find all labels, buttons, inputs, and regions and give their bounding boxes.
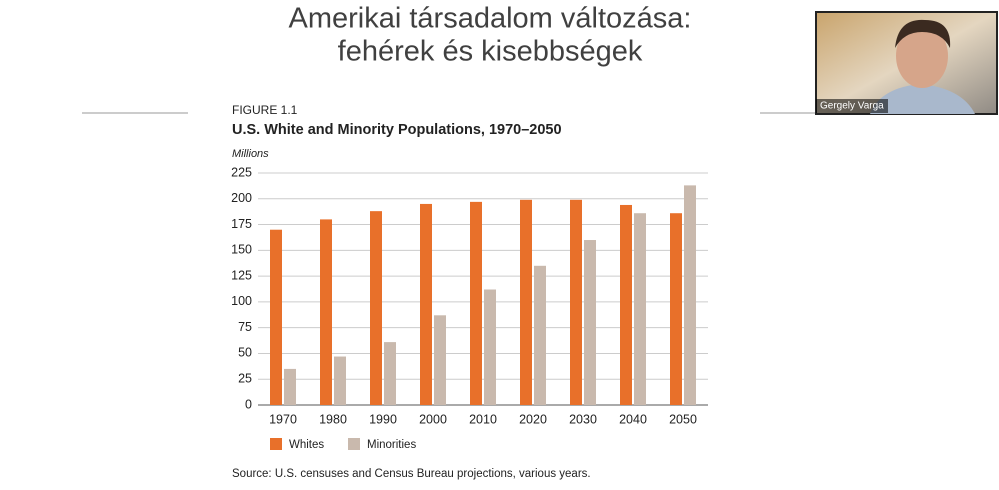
legend-label: Minorities	[367, 439, 416, 451]
chart-title: U.S. White and Minority Populations, 197…	[232, 122, 562, 138]
x-tick-label: 1980	[319, 412, 347, 426]
bar	[534, 265, 546, 405]
x-tick-label: 1990	[369, 412, 397, 426]
person-shirt	[870, 84, 975, 114]
name-tag	[816, 99, 888, 113]
slide-title: fehérek és kisebbségek	[338, 36, 643, 68]
x-tick-label: 2020	[519, 412, 547, 426]
x-tick-label: 2030	[569, 412, 597, 426]
y-tick-label: 150	[231, 243, 252, 257]
bar	[284, 368, 296, 405]
bar	[634, 213, 646, 405]
bar	[420, 203, 432, 405]
participant-name: Gergely Varga	[820, 101, 884, 112]
y-axis-label: Millions	[232, 148, 269, 160]
y-tick-label: 0	[245, 397, 252, 411]
source-note: Source: U.S. censuses and Census Bureau …	[232, 468, 591, 480]
bar	[620, 204, 632, 405]
y-tick-label: 100	[231, 294, 252, 308]
bar	[570, 199, 582, 405]
y-tick-label: 25	[238, 372, 252, 386]
person-hair	[895, 19, 951, 48]
bar	[684, 185, 696, 405]
legend-swatch	[270, 438, 282, 450]
x-tick-label: 2000	[419, 412, 447, 426]
x-tick-label: 2050	[669, 412, 697, 426]
x-tick-label: 2040	[619, 412, 647, 426]
y-tick-label: 75	[238, 320, 252, 334]
slide-title: Amerikai társadalom változása:	[289, 3, 692, 35]
y-tick-label: 50	[238, 346, 252, 360]
legend-label: Whites	[289, 439, 324, 451]
bar	[270, 229, 282, 405]
person-face	[896, 24, 948, 88]
bar	[334, 356, 346, 405]
bar	[434, 315, 446, 405]
bar	[670, 213, 682, 405]
y-tick-label: 175	[231, 217, 252, 231]
legend-swatch	[348, 438, 360, 450]
bar	[384, 342, 396, 405]
y-tick-label: 200	[231, 191, 252, 205]
bar	[370, 211, 382, 405]
bar	[320, 219, 332, 405]
y-tick-label: 225	[231, 165, 252, 179]
y-tick-label: 125	[231, 268, 252, 282]
bar	[584, 240, 596, 405]
x-tick-label: 2010	[469, 412, 497, 426]
x-tick-label: 1970	[269, 412, 297, 426]
webcam: Gergely Varga	[815, 11, 998, 115]
bar	[520, 199, 532, 405]
figure-label: FIGURE 1.1	[232, 103, 298, 117]
bar	[470, 201, 482, 405]
bar	[484, 289, 496, 405]
